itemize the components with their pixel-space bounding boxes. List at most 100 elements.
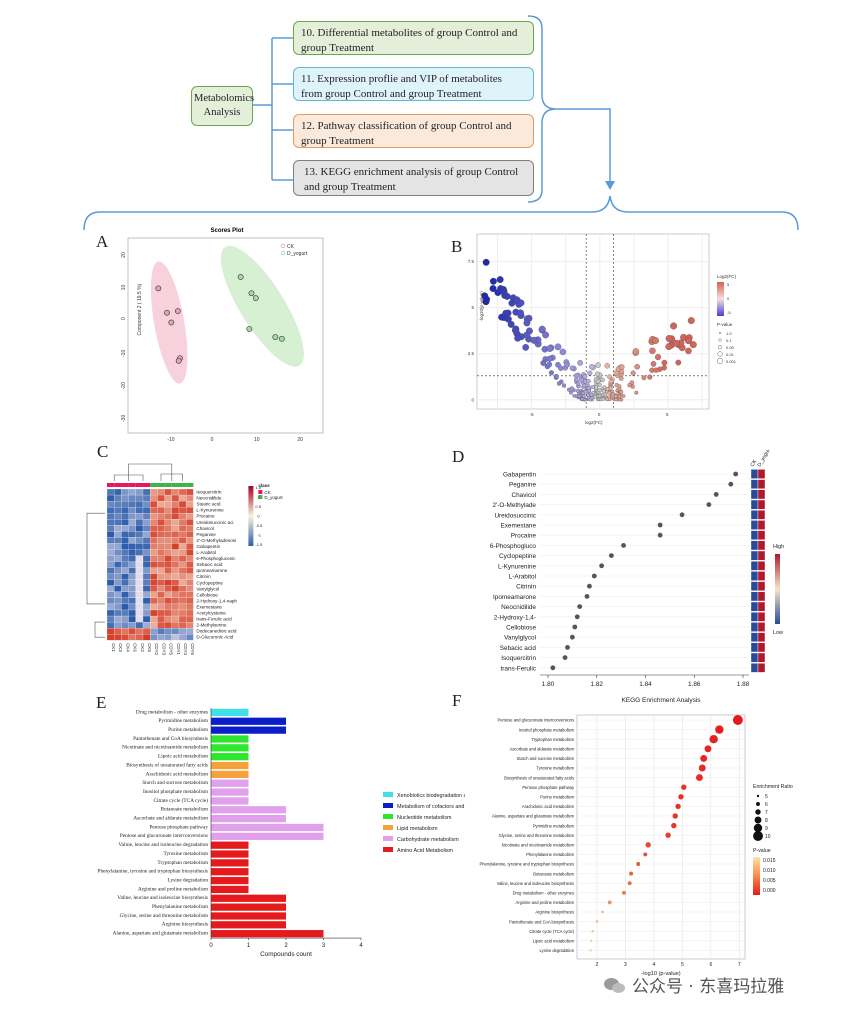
heatmap-cell (171, 609, 180, 617)
heatmap-cell (121, 567, 129, 574)
heatmap-cell (186, 603, 194, 611)
pathway-bar (211, 744, 249, 752)
color-legend-tick: 0.010 (763, 868, 776, 874)
heatmap-cell (106, 500, 115, 508)
heatmap-cell (121, 634, 129, 641)
pathway-bar (211, 779, 249, 787)
heatmap-cell (164, 525, 172, 532)
heatmap-cell (178, 603, 187, 611)
heatmap-cell (171, 579, 180, 586)
enrichment-point (715, 725, 724, 734)
volcano-point (504, 309, 512, 317)
heatmap-cell (121, 585, 129, 592)
pathway-label: Arginine and proline metabolism (138, 886, 209, 892)
y-tick-label: 2.5 (468, 351, 475, 356)
vip-point (608, 553, 614, 558)
pathway-label: Valine, leucine and isoleucine biosynthe… (117, 895, 208, 901)
heatmap-cell (164, 591, 172, 599)
volcano-point (489, 277, 497, 285)
heatmap-cell (142, 615, 151, 623)
vip-category-label: Ureidosuccinic (494, 512, 536, 519)
vip-heat-cell (750, 479, 759, 490)
heatmap-cell (178, 531, 187, 538)
legend-swatch (383, 836, 393, 841)
heatmap-cell (106, 573, 115, 580)
heatmap-cell (142, 579, 151, 586)
volcano-point (594, 385, 599, 390)
heatmap-cell (114, 507, 122, 514)
scale-tick: -1 (257, 533, 261, 538)
volcano-point (641, 375, 647, 381)
heatmap-cell (164, 494, 172, 502)
volcano-point (661, 359, 668, 366)
heatmap-cell (178, 597, 187, 605)
volcano-point (588, 398, 593, 402)
vip-heat-cell (757, 540, 766, 551)
volcano-point (569, 365, 576, 371)
heatmap-cell (106, 591, 115, 599)
heatmap-cell (142, 622, 151, 629)
vip-category-label: 6-Phosphogluco (490, 543, 537, 550)
volcano-point (572, 394, 576, 398)
heatmap-col-label: CK2 (140, 643, 145, 652)
volcano-point (573, 373, 579, 379)
heatmap-cell (128, 634, 136, 641)
heatmap-cell (121, 628, 129, 635)
heatmap-cell (121, 531, 129, 538)
pathway-bar (211, 788, 249, 796)
heatmap-cell (135, 585, 144, 592)
volcano-point (523, 331, 531, 339)
vip-heat-cell (757, 479, 766, 490)
step-13-box: 13. KEGG enrichment analysis of group Co… (293, 160, 534, 196)
heatmap-cell (106, 597, 115, 605)
heatmap-cell (178, 573, 187, 580)
heatmap-cell (114, 555, 122, 562)
x-tick-label: 6 (709, 962, 712, 968)
legend-marker (280, 243, 286, 249)
pathway-label: Purine metabolism (168, 727, 209, 733)
vip-point (657, 522, 663, 528)
heatmap-cell (150, 525, 158, 532)
heatmap-cell (178, 513, 187, 520)
heatmap-row-label: 2-Methylserine (196, 623, 227, 628)
heatmap-col-label: CDY6 (190, 643, 195, 655)
pathway-label: Pantothenate and CoA biosynthesis (509, 919, 574, 924)
heatmap-cell (150, 500, 158, 508)
heatmap-cell (178, 537, 187, 544)
heatmap-cell (142, 537, 151, 544)
heatmap-cell (106, 488, 115, 496)
vip-category-label: trans-Ferulic (500, 665, 536, 672)
vip-heat-cell (750, 632, 759, 643)
pathway-label: Citrate cycle (TCA cycle) (529, 929, 574, 934)
vip-point (550, 665, 556, 671)
x-axis-label: Compounds count (260, 951, 312, 958)
vip-heat-cell (750, 622, 759, 632)
vip-category-label: Exemestane (500, 523, 536, 530)
volcano-point (586, 393, 590, 397)
vip-point (572, 624, 578, 630)
enrichment-point (622, 890, 626, 895)
heatmap-cell (142, 519, 151, 526)
heatmap-cell (114, 513, 122, 520)
heatmap-cell (135, 579, 144, 586)
volcano-point (608, 379, 614, 384)
heatmap-cell (178, 634, 187, 641)
pathway-bar (211, 806, 286, 814)
x-tick-label: -10 (167, 437, 174, 442)
vip-point (584, 594, 590, 599)
volcano-point (574, 377, 579, 383)
panel-label-d: D (452, 447, 465, 466)
enrichment-point (678, 794, 684, 800)
heatmap-cell (186, 634, 194, 641)
pathway-label: Biosynthesis of unsaturated fatty acids (126, 761, 208, 768)
pathway-label: Phenylalanine metabolism (526, 852, 574, 857)
pathway-bar (211, 859, 249, 867)
vip-heat-cell (750, 520, 759, 530)
heatmap-cell (157, 579, 165, 586)
heatmap-cell (142, 494, 151, 502)
pathway-label: Phenylalanine metabolism (152, 904, 209, 910)
pathway-bar (211, 876, 249, 885)
heatmap-cell (150, 603, 158, 611)
volcano-point (619, 364, 625, 370)
heatmap-cell (178, 507, 187, 514)
